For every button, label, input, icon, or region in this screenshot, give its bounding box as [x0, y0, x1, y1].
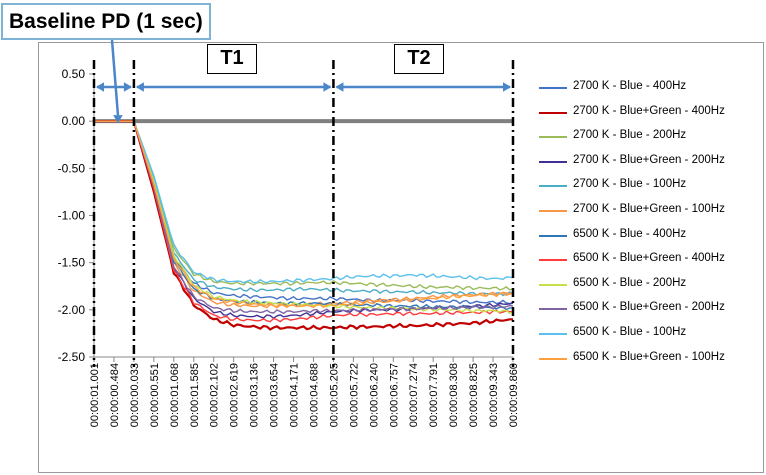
x-tick-label: 00:00:09.343	[488, 363, 500, 427]
x-tick-label: 00:00:08.825	[468, 363, 480, 427]
legend-item: 6500 K - Blue+Green - 400Hz	[533, 250, 763, 275]
legend-label: 6500 K - Blue - 100Hz	[573, 325, 687, 338]
x-tick-label: 00:00:02.102	[209, 363, 221, 427]
y-tick-label: -1.50	[58, 256, 86, 270]
legend-label: 2700 K - Blue - 200Hz	[573, 129, 687, 142]
arrowhead	[503, 82, 511, 92]
x-tick-label: 00:00:08.308	[448, 363, 460, 427]
x-tick-label: 00:00:06.757	[388, 363, 400, 427]
arrowhead	[135, 82, 144, 92]
legend-swatch	[539, 111, 567, 114]
arrowhead	[96, 82, 104, 92]
legend-label: 2700 K - Blue - 100Hz	[573, 178, 687, 191]
series-line	[94, 120, 514, 323]
arrowhead	[335, 82, 344, 92]
legend-label: 6500 K - Blue+Green - 400Hz	[573, 252, 725, 265]
legend-swatch	[539, 332, 567, 335]
legend-swatch	[539, 357, 567, 360]
x-tick-label: 00:00:05.205	[328, 363, 340, 427]
legend-item: 6500 K - Blue - 100Hz	[533, 324, 763, 349]
legend-item: 6500 K - Blue+Green - 200Hz	[533, 299, 763, 324]
legend-item: 6500 K - Blue+Green - 100Hz	[533, 349, 763, 374]
legend-label: 2700 K - Blue+Green - 100Hz	[573, 202, 725, 215]
x-tick-label: 00:00:00.551	[149, 363, 161, 427]
legend-swatch	[539, 87, 567, 89]
series-line	[94, 120, 514, 291]
y-tick-label: 0.50	[62, 67, 86, 81]
legend-item: 2700 K - Blue - 400Hz	[533, 78, 763, 103]
x-tick-label: 00:00:01.585	[189, 363, 201, 427]
x-tick-label: 00:00:07.274	[408, 363, 420, 427]
legend-item: 2700 K - Blue+Green - 200Hz	[533, 152, 763, 177]
legend-swatch	[539, 234, 567, 237]
legend-item: 2700 K - Blue - 100Hz	[533, 176, 763, 201]
x-tick-label: 00:00:07.791	[428, 363, 440, 427]
t1-label: T1	[207, 44, 257, 74]
x-tick-label: 00:00:05.722	[348, 363, 360, 427]
chart-frame	[38, 42, 764, 473]
x-tick-label: 00:00:06.240	[368, 363, 380, 427]
y-tick-label: 0.00	[62, 114, 86, 128]
legend-item: 6500 K - Blue - 200Hz	[533, 275, 763, 300]
legend-swatch	[539, 185, 567, 188]
legend-swatch	[539, 136, 567, 139]
legend-swatch	[539, 160, 567, 163]
series-line	[94, 120, 514, 315]
legend-item: 6500 K - Blue - 400Hz	[533, 226, 763, 251]
series-line	[94, 120, 513, 331]
y-tick-label: -2.50	[58, 350, 86, 364]
x-tick-label: 00:00:04.171	[289, 363, 301, 427]
series-line	[94, 120, 514, 315]
series-line	[94, 120, 514, 309]
series-line	[94, 120, 514, 309]
legend-item: 2700 K - Blue+Green - 400Hz	[533, 103, 763, 128]
series-line	[94, 120, 514, 284]
legend-label: 6500 K - Blue+Green - 200Hz	[573, 301, 725, 314]
legend-item: 2700 K - Blue+Green - 100Hz	[533, 201, 763, 226]
x-tick-label: 00:00:03.136	[249, 363, 261, 427]
y-tick-label: -1.00	[58, 209, 86, 223]
legend-swatch	[539, 259, 567, 262]
x-tick-label: 00:00:00.033	[129, 363, 141, 427]
arrowhead	[113, 115, 123, 124]
legend-label: 2700 K - Blue+Green - 200Hz	[573, 153, 725, 166]
baseline-annotation: Baseline PD (1 sec)	[1, 3, 211, 40]
legend-label: 2700 K - Blue - 400Hz	[573, 80, 687, 92]
x-tick-label: 00:00:02.619	[229, 363, 241, 427]
x-tick-label: 00:00:00.484	[109, 363, 121, 427]
y-tick-label: -0.50	[58, 161, 86, 175]
x-tick-label: 00:00:03.654	[269, 363, 281, 427]
chart-legend: 2700 K - Blue - 400Hz 2700 K - Blue+Green…	[533, 78, 763, 373]
legend-label: 2700 K - Blue+Green - 400Hz	[573, 104, 725, 117]
x-tick-label: 00:00:04.688	[308, 363, 320, 427]
legend-label: 6500 K - Blue - 400Hz	[573, 227, 687, 240]
legend-label: 6500 K - Blue - 200Hz	[573, 276, 687, 289]
t2-label: T2	[394, 44, 444, 74]
series-line	[94, 120, 514, 305]
x-tick-label: 00:00:01.001	[89, 363, 101, 427]
x-tick-label: 00:00:01.068	[169, 363, 181, 427]
y-tick-label: -2.00	[58, 303, 86, 317]
baseline-pointer-arrow	[110, 39, 120, 116]
arrowhead	[323, 82, 332, 92]
legend-swatch	[539, 283, 567, 286]
legend-swatch	[539, 209, 567, 212]
legend-label: 6500 K - Blue+Green - 100Hz	[573, 350, 725, 363]
series-line	[94, 120, 514, 320]
legend-item: 2700 K - Blue - 200Hz	[533, 127, 763, 152]
series-line	[94, 120, 514, 297]
arrowhead	[123, 82, 132, 92]
x-tick-label: 00:00:09.860	[508, 363, 520, 427]
legend-swatch	[539, 308, 567, 311]
